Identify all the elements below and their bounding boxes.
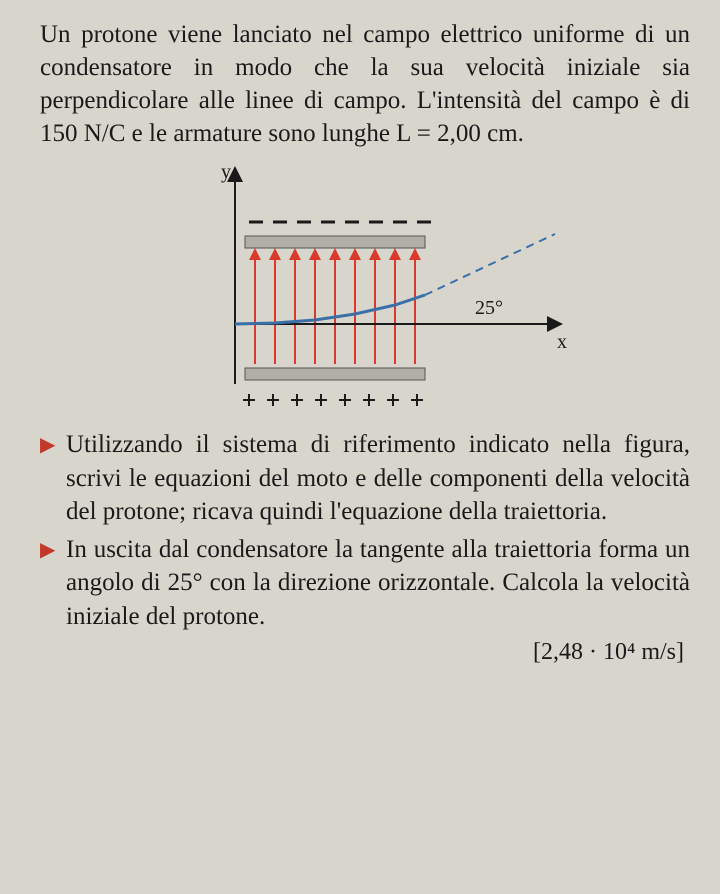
problem-intro: Un protone viene lanciato nel campo elet… xyxy=(40,18,690,150)
question-text-1: Utilizzando il sistema di riferimento in… xyxy=(66,431,690,525)
bullet-icon: ▶ xyxy=(40,537,55,564)
figure-container: 25° y x xyxy=(40,164,690,414)
answer-value: [2,48 · 10⁴ m/s] xyxy=(40,639,690,666)
capacitor-diagram: 25° y x xyxy=(155,164,575,414)
bullet-icon: ▶ xyxy=(40,432,55,459)
svg-text:y: y xyxy=(221,164,231,183)
svg-text:25°: 25° xyxy=(475,297,503,319)
question-part-1: ▶ Utilizzando il sistema di riferimento … xyxy=(40,428,690,529)
question-part-2: ▶ In uscita dal condensatore la tangente… xyxy=(40,533,690,634)
svg-text:x: x xyxy=(557,331,567,353)
question-text-2: In uscita dal condensatore la tangente a… xyxy=(66,536,690,630)
